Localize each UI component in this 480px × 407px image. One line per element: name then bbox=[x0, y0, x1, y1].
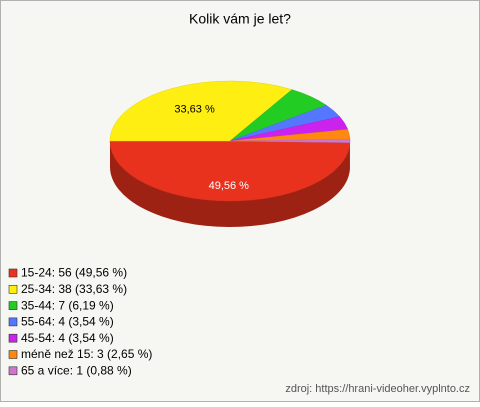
legend-label: 45-54: 4 (3,54 %) bbox=[21, 331, 114, 345]
slice-label: 33,63 % bbox=[174, 104, 215, 116]
legend-label: 35-44: 7 (6,19 %) bbox=[21, 298, 114, 312]
legend-label: 25-34: 38 (33,63 %) bbox=[21, 282, 127, 296]
legend-label: 55-64: 4 (3,54 %) bbox=[21, 315, 114, 329]
legend-swatch bbox=[9, 334, 17, 342]
chart-title: Kolik vám je let? bbox=[189, 11, 291, 27]
legend-label: 65 a více: 1 (0,88 %) bbox=[21, 363, 132, 377]
legend-swatch bbox=[9, 285, 17, 293]
legend-swatch bbox=[9, 318, 17, 326]
legend-swatch bbox=[9, 269, 17, 277]
legend-label: 15-24: 56 (49,56 %) bbox=[21, 266, 127, 280]
legend-swatch bbox=[9, 351, 17, 359]
legend-swatch bbox=[9, 367, 17, 375]
legend-swatch bbox=[9, 302, 17, 310]
legend-label: méně než 15: 3 (2,65 %) bbox=[21, 347, 152, 361]
slice-label: 49,56 % bbox=[209, 180, 250, 192]
source: zdroj: https://hrani-videoher.vyplnto.cz bbox=[285, 383, 470, 395]
